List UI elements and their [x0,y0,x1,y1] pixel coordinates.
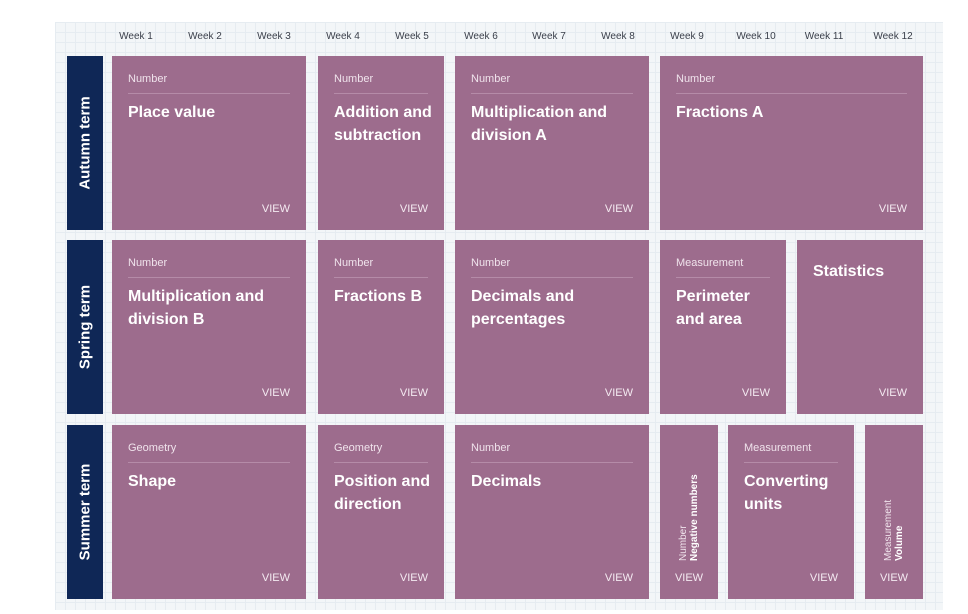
week-12-header: Week 12 [873,31,913,42]
view-link[interactable]: VIEW [399,572,428,584]
card-category: Number [334,257,374,269]
week-1-header: Week 1 [119,31,153,42]
card-title: Addition and subtraction [334,104,432,144]
card-position-direction[interactable]: Geometry Position and direction VIEW [318,425,444,599]
card-vertical-text: Number Negative numbers [678,461,700,561]
card-divider [744,462,838,463]
card-title: Place value [128,104,216,121]
card-title: Perimeter and area [676,288,750,328]
spring-term-text: Spring term [76,284,94,370]
card-divider [471,462,633,463]
card-shape[interactable]: Geometry Shape VIEW [112,425,306,599]
card-decimals-percentages[interactable]: Number Decimals and percentages VIEW [455,240,649,414]
card-category: Measurement [676,257,744,269]
view-link[interactable]: VIEW [878,203,907,215]
card-title: Statistics [813,263,885,280]
card-divider [676,93,907,94]
card-multiplication-division-a[interactable]: Number Multiplication and division A VIE… [455,56,649,230]
card-fractions-a[interactable]: Number Fractions A VIEW [660,56,923,230]
week-5-header: Week 5 [395,31,429,42]
card-title: Position and direction [334,473,430,513]
card-vertical-text: Measurement Volume [883,461,905,561]
card-title: Negative numbers [689,474,700,561]
week-8-header: Week 8 [601,31,635,42]
card-divider [334,277,428,278]
week-11-header: Week 11 [804,31,844,42]
card-decimals[interactable]: Number Decimals VIEW [455,425,649,599]
card-category: Measurement [744,442,812,454]
view-link[interactable]: VIEW [741,387,770,399]
card-title: Converting units [744,473,829,513]
card-volume[interactable]: Measurement Volume VIEW [865,425,923,599]
card-place-value[interactable]: Number Place value VIEW [112,56,306,230]
view-link[interactable]: VIEW [879,572,909,584]
card-category: Measurement [883,499,894,561]
autumn-term-label: Autumn term [67,56,103,230]
card-category: Number [471,73,511,85]
summer-term-text: Summer term [76,463,94,561]
card-statistics[interactable]: Statistics VIEW [797,240,923,414]
card-divider [471,93,633,94]
card-category: Geometry [334,442,383,454]
card-title: Fractions B [334,288,423,305]
view-link[interactable]: VIEW [261,387,290,399]
view-link[interactable]: VIEW [878,387,907,399]
view-link[interactable]: VIEW [604,387,633,399]
card-title: Multiplication and division A [471,104,607,144]
card-title: Volume [894,525,905,561]
card-category: Number [334,73,374,85]
card-title: Decimals [471,473,542,490]
card-divider [471,277,633,278]
card-title: Shape [128,473,177,490]
week-6-header: Week 6 [464,31,498,42]
view-link[interactable]: VIEW [604,572,633,584]
card-category: Number [471,257,511,269]
week-9-header: Week 9 [670,31,704,42]
card-multiplication-division-b[interactable]: Number Multiplication and division B VIE… [112,240,306,414]
week-2-header: Week 2 [188,31,222,42]
view-link[interactable]: VIEW [261,203,290,215]
view-link[interactable]: VIEW [399,387,428,399]
view-link[interactable]: VIEW [261,572,290,584]
view-link[interactable]: VIEW [604,203,633,215]
week-3-header: Week 3 [257,31,291,42]
spring-term-label: Spring term [67,240,103,414]
card-fractions-b[interactable]: Number Fractions B VIEW [318,240,444,414]
card-category: Geometry [128,442,177,454]
card-divider [334,93,428,94]
card-category: Number [678,525,689,561]
card-title: Multiplication and division B [128,288,264,328]
card-title: Fractions A [676,104,764,121]
card-perimeter-area[interactable]: Measurement Perimeter and area VIEW [660,240,786,414]
card-category: Number [471,442,511,454]
card-converting-units[interactable]: Measurement Converting units VIEW [728,425,854,599]
card-category: Number [128,257,168,269]
card-category: Number [676,73,716,85]
card-divider [676,277,770,278]
card-divider [128,93,290,94]
autumn-term-text: Autumn term [76,96,94,190]
card-divider [128,277,290,278]
view-link[interactable]: VIEW [674,572,704,584]
summer-term-label: Summer term [67,425,103,599]
card-category: Number [128,73,168,85]
card-divider [128,462,290,463]
card-divider [334,462,428,463]
week-7-header: Week 7 [532,31,566,42]
card-title: Decimals and percentages [471,288,575,328]
week-10-header: Week 10 [736,31,776,42]
card-negative-numbers[interactable]: Number Negative numbers VIEW [660,425,718,599]
view-link[interactable]: VIEW [399,203,428,215]
card-addition-subtraction[interactable]: Number Addition and subtraction VIEW [318,56,444,230]
view-link[interactable]: VIEW [809,572,838,584]
week-4-header: Week 4 [326,31,360,42]
